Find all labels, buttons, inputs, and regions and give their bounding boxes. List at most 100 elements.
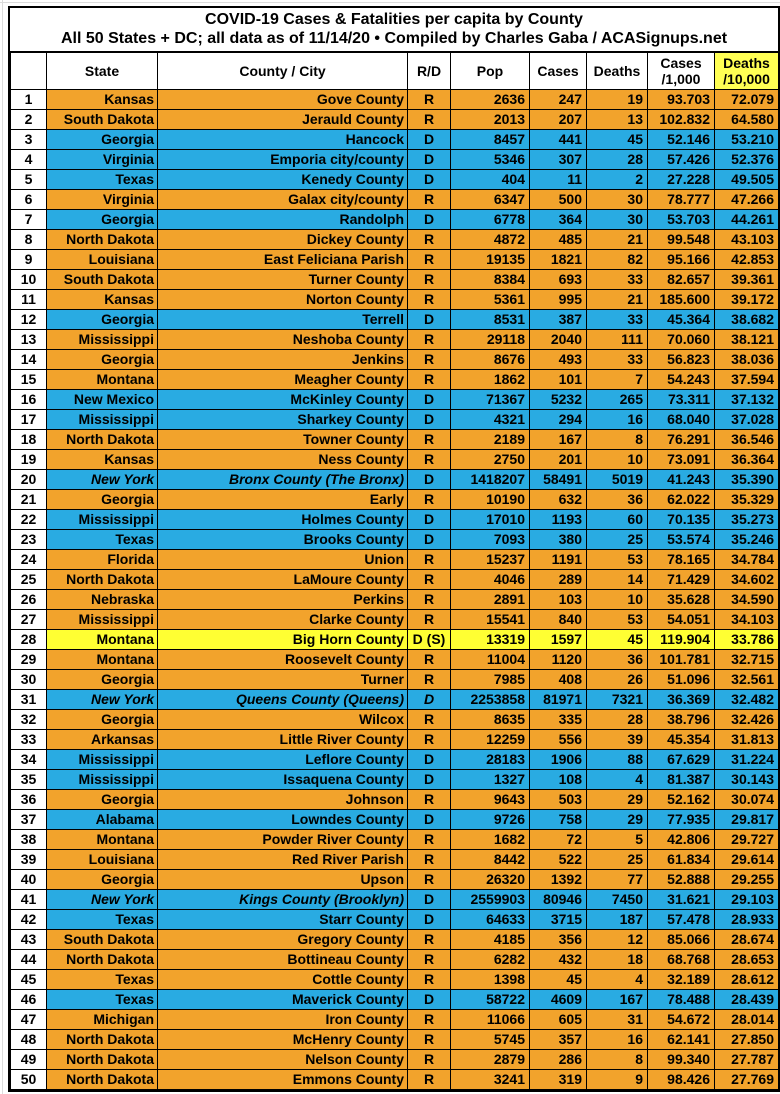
state-cell: Georgia: [46, 789, 158, 810]
deaths-per-10000-cell: 28.653: [714, 949, 779, 970]
cases-per-1000-cell: 73.091: [647, 449, 715, 470]
rank-cell: 33: [10, 729, 47, 750]
population-cell: 2636: [450, 89, 530, 110]
cases-per-1000-cell: 85.066: [647, 929, 715, 950]
cases-per-1000-cell: 52.146: [647, 129, 715, 150]
state-cell: North Dakota: [46, 229, 158, 250]
table-row: 9 Louisiana East Feliciana Parish R 19135 182…: [10, 249, 779, 270]
party-cell: R: [407, 669, 451, 690]
deaths-per-10000-cell: 28.933: [714, 909, 779, 930]
cases-per-1000-cell: 62.141: [647, 1029, 715, 1050]
deaths-cell: 30: [586, 189, 648, 210]
deaths-cell: 7450: [586, 889, 648, 910]
cases-cell: 840: [529, 609, 587, 630]
county-cell: Issaquena County: [157, 769, 408, 790]
deaths-per-10000-cell: 29.103: [714, 889, 779, 910]
state-cell: North Dakota: [46, 429, 158, 450]
county-cell: Red River Parish: [157, 849, 408, 870]
cases-cell: 556: [529, 729, 587, 750]
rank-cell: 1: [10, 89, 47, 110]
deaths-cell: 25: [586, 849, 648, 870]
cases-per-1000-cell: 102.832: [647, 109, 715, 130]
cases-per-1000-cell: 93.703: [647, 89, 715, 110]
party-cell: R: [407, 109, 451, 130]
cases-cell: 605: [529, 1009, 587, 1030]
col-header-rd: R/D: [407, 52, 451, 90]
party-cell: R: [407, 349, 451, 370]
county-cell: Jenkins: [157, 349, 408, 370]
deaths-cell: 13: [586, 109, 648, 130]
deaths-cell: 5019: [586, 469, 648, 490]
population-cell: 4321: [450, 409, 530, 430]
cases-cell: 294: [529, 409, 587, 430]
cases-cell: 1392: [529, 869, 587, 890]
party-cell: R: [407, 1009, 451, 1030]
deaths-cell: 21: [586, 229, 648, 250]
population-cell: 2891: [450, 589, 530, 610]
county-cell: Bronx County (The Bronx): [157, 469, 408, 490]
rank-cell: 47: [10, 1009, 47, 1030]
cases-cell: 289: [529, 569, 587, 590]
deaths-per-10000-cell: 37.594: [714, 369, 779, 390]
deaths-cell: 19: [586, 89, 648, 110]
deaths-per-10000-cell: 34.103: [714, 609, 779, 630]
table-row: 44 North Dakota Bottineau County R 6282 432 18…: [10, 949, 779, 970]
state-cell: Georgia: [46, 669, 158, 690]
county-cell: Maverick County: [157, 989, 408, 1010]
state-cell: South Dakota: [46, 269, 158, 290]
rank-cell: 16: [10, 389, 47, 410]
table-row: 33 Arkansas Little River County R 12259 556 39…: [10, 729, 779, 750]
population-cell: 7093: [450, 529, 530, 550]
county-cell: Brooks County: [157, 529, 408, 550]
state-cell: Texas: [46, 969, 158, 990]
state-cell: Texas: [46, 169, 158, 190]
population-cell: 9726: [450, 809, 530, 830]
rank-cell: 18: [10, 429, 47, 450]
population-cell: 9643: [450, 789, 530, 810]
deaths-cell: 28: [586, 149, 648, 170]
party-cell: D: [407, 509, 451, 530]
cases-cell: 503: [529, 789, 587, 810]
party-cell: R: [407, 1069, 451, 1090]
population-cell: 2013: [450, 109, 530, 130]
party-cell: R: [407, 229, 451, 250]
deaths-per-10000-cell: 29.817: [714, 809, 779, 830]
deaths-per-10000-cell: 28.439: [714, 989, 779, 1010]
population-cell: 3241: [450, 1069, 530, 1090]
population-cell: 8457: [450, 129, 530, 150]
county-cell: Starr County: [157, 909, 408, 930]
county-cell: Gregory County: [157, 929, 408, 950]
population-cell: 5346: [450, 149, 530, 170]
deaths-per-10000-cell: 35.329: [714, 489, 779, 510]
party-cell: R: [407, 289, 451, 310]
cases-cell: 758: [529, 809, 587, 830]
state-cell: Montana: [46, 649, 158, 670]
cases-cell: 364: [529, 209, 587, 230]
cases-per-1000-cell: 70.060: [647, 329, 715, 350]
population-cell: 2189: [450, 429, 530, 450]
rank-cell: 23: [10, 529, 47, 550]
cases-cell: 522: [529, 849, 587, 870]
population-cell: 64633: [450, 909, 530, 930]
deaths-cell: 53: [586, 549, 648, 570]
deaths-per-10000-cell: 33.786: [714, 629, 779, 650]
table-row: 28 Montana Big Horn County D (S) 13319 1597 45…: [10, 629, 779, 650]
state-cell: Virginia: [46, 189, 158, 210]
cases-cell: 167: [529, 429, 587, 450]
deaths-cell: 4: [586, 969, 648, 990]
rank-cell: 21: [10, 489, 47, 510]
state-cell: North Dakota: [46, 949, 158, 970]
col-header-deaths-per-10000: Deaths/10,000: [714, 52, 779, 90]
table-row: 45 Texas Cottle County R 1398 45 4 32.189 28.612: [10, 969, 779, 990]
rank-cell: 17: [10, 409, 47, 430]
party-cell: R: [407, 789, 451, 810]
party-cell: D: [407, 389, 451, 410]
deaths-per-10000-cell: 35.390: [714, 469, 779, 490]
rank-cell: 7: [10, 209, 47, 230]
cases-per-1000-cell: 41.243: [647, 469, 715, 490]
state-cell: Michigan: [46, 1009, 158, 1030]
deaths-cell: 25: [586, 529, 648, 550]
county-cell: Johnson: [157, 789, 408, 810]
population-cell: 8676: [450, 349, 530, 370]
cases-cell: 693: [529, 269, 587, 290]
